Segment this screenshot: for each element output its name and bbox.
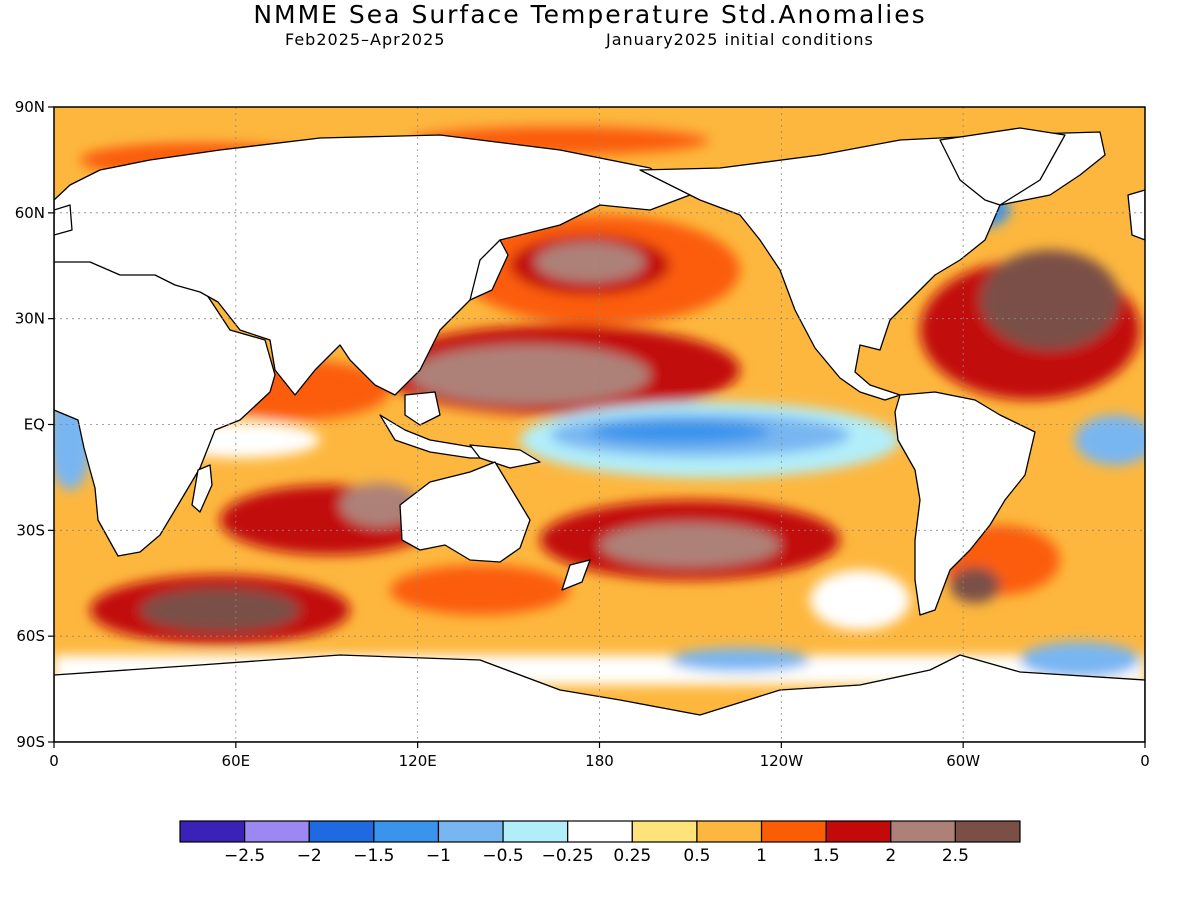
lon-tick-label: 60W — [946, 752, 980, 770]
lat-tick-label: 60N — [15, 204, 45, 222]
lat-tick-label: 90N — [15, 98, 45, 116]
lat-tick-label: 30N — [15, 310, 45, 328]
colorbar-legend: −2.5 −2 −1.5 −1 −0.5 −0.25 0.25 0.5 1 1.5 2 2.5 — [179, 820, 1021, 866]
colorbar-swatch — [825, 820, 892, 843]
colorbar-swatch — [373, 820, 440, 843]
land-masses — [54, 127, 1145, 742]
colorbar-swatch — [696, 820, 763, 843]
latitude-axis: 90N 60N 30N EQ 30S 60S 90S — [15, 98, 54, 751]
forecast-period: Feb2025–Apr2025 — [285, 30, 446, 49]
initial-conditions: January2025 initial conditions — [606, 30, 874, 49]
colorbar-label: 0.25 — [613, 846, 651, 866]
colorbar-swatch — [954, 820, 1021, 843]
lat-tick-label: 30S — [16, 521, 45, 539]
colorbar-label: −0.25 — [542, 846, 594, 866]
lon-tick-label: 120W — [760, 752, 804, 770]
colorbar-swatch — [437, 820, 504, 843]
lat-tick-label: EQ — [24, 416, 45, 434]
colorbar-swatch — [890, 820, 956, 843]
colorbar-label: 2.5 — [942, 846, 969, 866]
longitude-axis: 0 60E 120E 180 120W 60W 0 — [49, 742, 1150, 770]
colorbar-swatch — [567, 820, 633, 843]
colorbar-label: 2 — [885, 846, 896, 866]
colorbar-label: −0.5 — [482, 846, 523, 866]
lat-tick-label: 60S — [16, 627, 45, 645]
colorbar-label: 1 — [756, 846, 767, 866]
colorbar-label: −2 — [297, 846, 322, 866]
lon-tick-label: 0 — [1140, 752, 1150, 770]
colorbar-label: −2.5 — [224, 846, 265, 866]
lon-tick-label: 60E — [222, 752, 251, 770]
colorbar-swatch — [502, 820, 569, 843]
colorbar-label: 0.5 — [683, 846, 710, 866]
colorbar-label: 1.5 — [813, 846, 840, 866]
lat-tick-label: 90S — [16, 733, 45, 751]
colorbar-swatch — [179, 820, 246, 843]
lon-tick-label: 120E — [399, 752, 437, 770]
colorbar-label: −1 — [426, 846, 451, 866]
colorbar-swatch — [760, 820, 827, 843]
colorbar-swatch — [308, 820, 375, 843]
colorbar-swatch — [631, 820, 698, 843]
map-title: NMME Sea Surface Temperature Std.Anomali… — [253, 0, 927, 29]
colorbar-swatch — [244, 820, 310, 843]
lon-tick-label: 180 — [585, 752, 614, 770]
lon-tick-label: 0 — [49, 752, 59, 770]
ocean-field — [54, 107, 1145, 742]
colorbar-label: −1.5 — [353, 846, 394, 866]
graticule — [54, 107, 1145, 742]
